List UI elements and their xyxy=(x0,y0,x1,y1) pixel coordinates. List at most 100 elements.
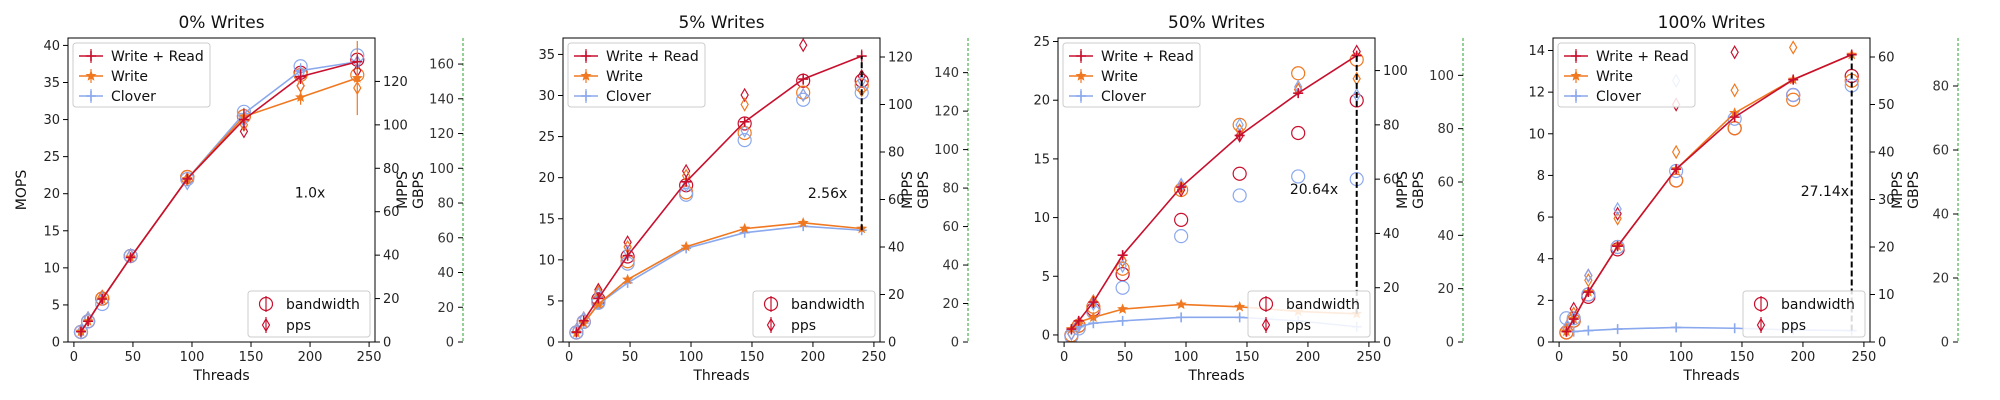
legend-label: Write xyxy=(606,69,643,85)
legend-label: Write + Read xyxy=(1596,49,1689,65)
pps-point xyxy=(1176,182,1186,198)
y2-tick-label: 20 xyxy=(1383,281,1400,296)
legend-series: Write + Read Write Clover xyxy=(1557,42,1696,108)
bandwidth-point xyxy=(80,314,96,329)
y-tick-label: 6 xyxy=(1537,211,1545,226)
legend-label: Write + Read xyxy=(606,49,699,65)
y3-tick-label: 80 xyxy=(1932,80,1949,95)
series-point xyxy=(1234,300,1246,312)
y3-tick-label: 0 xyxy=(446,336,454,351)
bandwidth-point xyxy=(1291,66,1306,81)
y2-tick-label: 0 xyxy=(383,336,391,351)
pps-point xyxy=(1118,258,1127,274)
y3-axis-label: MPPS xyxy=(1890,171,1906,209)
panel-title: 50% Writes xyxy=(1168,13,1265,33)
y-tick-label: 0 xyxy=(52,336,60,351)
y3-tick-label: 160 xyxy=(429,58,454,73)
y2-tick-label: 80 xyxy=(888,146,905,161)
pps-point xyxy=(681,163,691,179)
panel-title: 100% Writes xyxy=(1658,13,1766,33)
y3-tick-label: 60 xyxy=(437,231,454,246)
x-tick-label: 200 xyxy=(801,350,826,365)
series-point xyxy=(1066,324,1077,335)
x-tick-label: 250 xyxy=(357,350,382,365)
x-tick-label: 150 xyxy=(740,350,765,365)
pps-point xyxy=(857,73,866,88)
y2-tick-label: 100 xyxy=(383,118,408,133)
legend-label: Write + Read xyxy=(111,49,204,65)
bandwidth-point xyxy=(796,92,811,107)
y2-tick-label: 120 xyxy=(888,51,913,66)
pps-point xyxy=(1788,40,1798,55)
series-point xyxy=(75,326,86,337)
legend-label: Write xyxy=(1596,69,1633,85)
legend-marker xyxy=(86,51,96,61)
legend-label: Write + Read xyxy=(1101,49,1194,65)
y2-tick-label: 80 xyxy=(383,162,400,177)
series-point xyxy=(1583,287,1594,298)
panel-title: 0% Writes xyxy=(178,13,264,33)
y2-tick-label: 40 xyxy=(383,249,400,264)
y3-axis-label: MPPS xyxy=(395,171,411,209)
legend-marker xyxy=(581,91,591,101)
series-point xyxy=(295,71,306,82)
y3-axis-label: MPPS xyxy=(900,171,916,209)
legend-label: Clover xyxy=(1596,89,1641,105)
series-point xyxy=(1087,311,1099,323)
y-tick-label: 12 xyxy=(1528,86,1545,101)
pps-point xyxy=(1790,18,1797,30)
y-tick-label: 15 xyxy=(1033,152,1050,167)
plot-frame xyxy=(67,37,376,343)
x-axis-label: Threads xyxy=(192,368,249,384)
x-tick-label: 0 xyxy=(70,350,78,365)
legend-metrics: bandwidth pps xyxy=(247,290,371,338)
series-point xyxy=(1234,312,1245,323)
bandwidth-point xyxy=(1115,280,1130,295)
pps-point xyxy=(1584,268,1593,283)
y2-tick-label: 40 xyxy=(1383,227,1400,242)
x-tick-label: 250 xyxy=(861,350,886,365)
series-point xyxy=(739,116,750,127)
legend-label: bandwidth xyxy=(791,297,865,313)
legend-marker xyxy=(581,51,591,61)
x-tick-label: 50 xyxy=(1117,350,1134,365)
y-axis-label: MOPS xyxy=(14,170,30,211)
x-tick-label: 50 xyxy=(125,350,142,365)
y2-tick-label: 60 xyxy=(888,193,905,208)
y2-axis-label: GBPS xyxy=(411,171,427,209)
pps-point xyxy=(623,235,632,250)
series-point xyxy=(1117,315,1128,326)
legend-marker xyxy=(1571,51,1581,61)
y-tick-label: 10 xyxy=(538,253,555,268)
y2-tick-label: 50 xyxy=(1878,98,1895,113)
y-tick-label: 15 xyxy=(43,224,60,239)
y2-tick-label: 20 xyxy=(888,288,905,303)
ratio-label: 27.14x xyxy=(1801,184,1849,200)
series-point xyxy=(97,293,108,304)
series-point xyxy=(1176,182,1187,193)
y3-tick-label: 0 xyxy=(1446,336,1454,351)
pps-point xyxy=(857,83,866,98)
series-point xyxy=(1729,323,1740,334)
pps-point xyxy=(1584,268,1593,283)
plot-frame xyxy=(562,37,881,343)
legend-label: pps xyxy=(286,318,311,334)
legend-metrics: bandwidth pps xyxy=(752,290,876,338)
legend-series: Write + Read Write Clover xyxy=(567,42,706,108)
bandwidth-point xyxy=(1174,229,1189,244)
bandwidth-point xyxy=(576,314,591,329)
y2-tick-label: 40 xyxy=(1878,146,1895,161)
series-line xyxy=(80,60,358,333)
y2-tick-label: 30 xyxy=(1878,193,1895,208)
y2-tick-label: 100 xyxy=(888,98,913,113)
legend-marker xyxy=(1076,91,1086,101)
pps-point xyxy=(1671,144,1681,160)
legend-label: pps xyxy=(791,318,816,334)
legend-marker xyxy=(86,91,96,101)
y-tick-label: 5 xyxy=(1042,270,1050,285)
legend-marker xyxy=(85,70,97,81)
x-tick-label: 50 xyxy=(1612,350,1629,365)
